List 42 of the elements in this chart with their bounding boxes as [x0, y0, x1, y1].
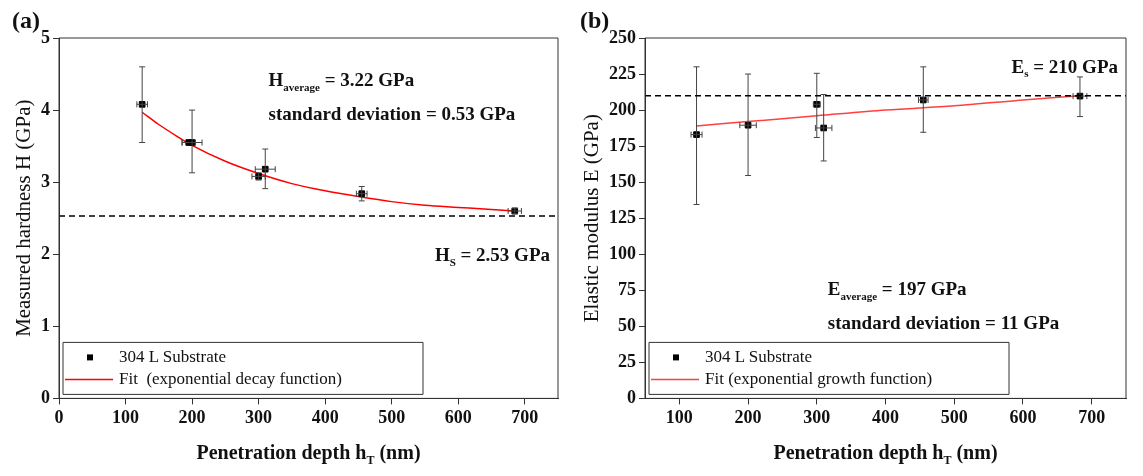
x-tick-label: 700: [1078, 406, 1106, 427]
y-axis-title: Elastic modulus E (GPa): [578, 114, 603, 323]
x-tick-label: 200: [178, 406, 206, 427]
y-tick-label: 0: [627, 387, 636, 408]
chart-title: (a): [12, 7, 40, 34]
legend-label: Fit (exponential decay function): [119, 368, 342, 388]
y-tick-label: 5: [41, 26, 50, 47]
y-axis-title: Measured hardness H (GPa): [10, 99, 35, 337]
x-tick-label: 600: [444, 406, 472, 427]
x-tick-label: 500: [940, 406, 968, 427]
x-tick-label: 700: [511, 406, 539, 427]
x-tick-label: 400: [311, 406, 339, 427]
y-tick-label: 250: [609, 26, 636, 47]
y-tick-label: 200: [609, 98, 636, 119]
x-tick-label: 300: [803, 406, 831, 427]
x-tick-label: 100: [112, 406, 140, 427]
x-tick-label: 300: [245, 406, 273, 427]
annotation: standard deviation = 11 GPa: [827, 312, 1060, 334]
y-tick-label: 75: [618, 278, 636, 299]
y-tick-label: 50: [618, 314, 636, 335]
legend-label: 304 L Substrate: [705, 346, 813, 366]
x-tick-label: 400: [872, 406, 899, 427]
chart-title: (b): [580, 7, 610, 34]
y-tick-label: 25: [618, 351, 636, 372]
y-tick-label: 150: [609, 170, 636, 191]
y-tick-label: 4: [41, 98, 50, 119]
y-tick-label: 2: [41, 242, 50, 263]
y-tick-label: 0: [41, 387, 50, 408]
y-tick-label: 1: [41, 314, 50, 335]
y-tick-label: 225: [609, 62, 636, 83]
y-tick-label: 3: [41, 170, 50, 191]
legend-label: 304 L Substrate: [119, 346, 227, 366]
x-tick-label: 200: [734, 406, 762, 427]
x-tick-label: 600: [1009, 406, 1037, 427]
y-tick-label: 175: [609, 134, 636, 155]
legend-label: Fit (exponential growth function): [705, 368, 933, 388]
y-tick-label: 125: [609, 206, 636, 227]
annotation: standard deviation = 0.53 GPa: [268, 103, 516, 125]
x-tick-label: 100: [665, 406, 693, 427]
x-tick-label: 500: [378, 406, 406, 427]
y-tick-label: 100: [609, 242, 636, 263]
x-tick-label: 0: [54, 406, 64, 427]
